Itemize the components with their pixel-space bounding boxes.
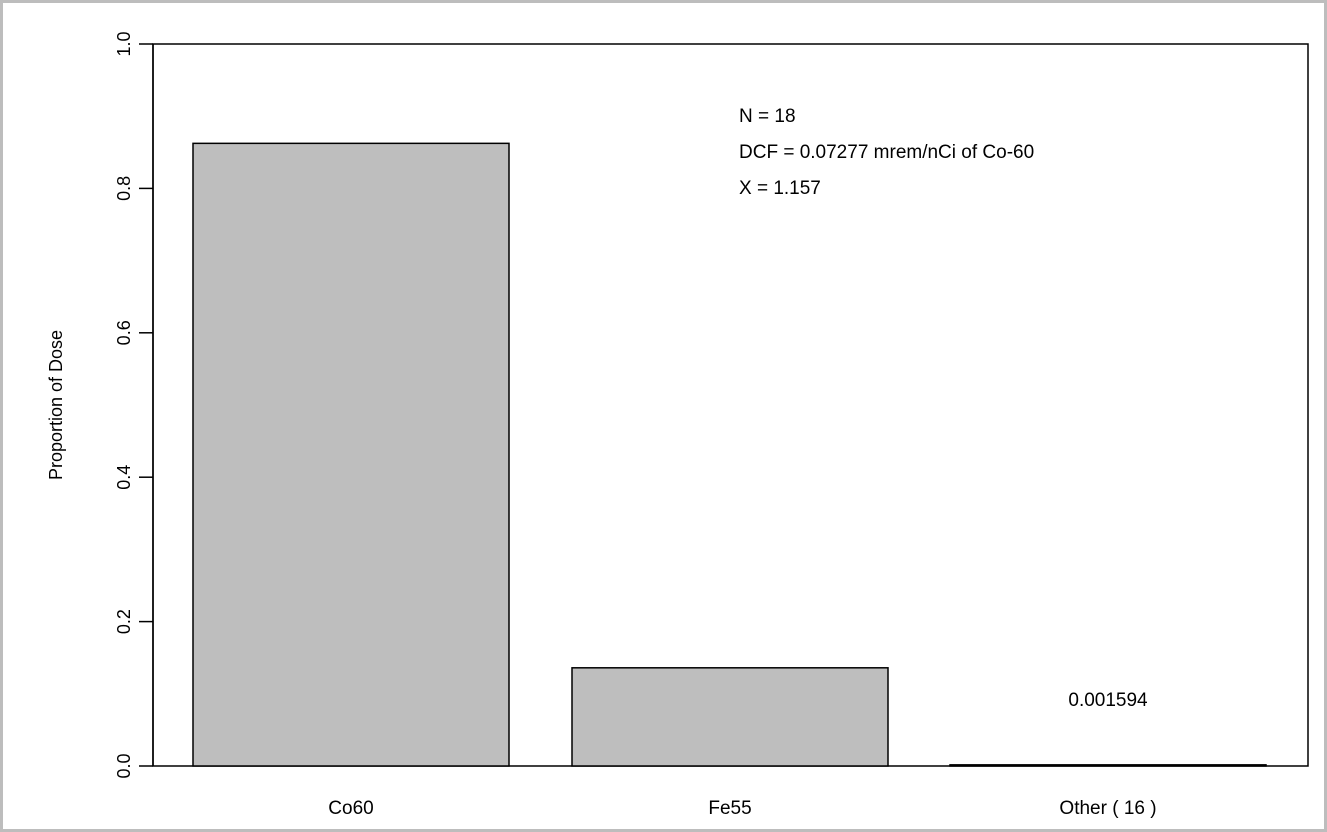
x-tick-label: Other ( 16 )	[1059, 798, 1156, 819]
y-tick-label: 1.0	[114, 31, 134, 56]
y-axis: 0.0 0.2 0.4 0.6 0.8 1.0	[114, 31, 154, 779]
annotation-x: X = 1.157	[739, 178, 821, 199]
y-tick-label: 0.6	[114, 320, 134, 345]
bar	[192, 142, 510, 767]
y-tick-label: 0.4	[114, 465, 134, 490]
x-axis-labels: Co60 Fe55 Other ( 16 )	[328, 798, 1156, 819]
annotation-n: N = 18	[739, 106, 796, 127]
annotation-dcf: DCF = 0.07277 mrem/nCi of Co-60	[739, 142, 1034, 163]
x-tick-label: Fe55	[708, 798, 751, 819]
value-labels: 0.001594	[1068, 690, 1148, 711]
x-tick-label: Co60	[328, 798, 373, 819]
bar-chart: 0.00.20.40.60.81.0 Co60 Fe55 Other ( 16 ) …	[46, 31, 1309, 819]
y-tick-label: 0.0	[114, 753, 134, 778]
y-tick-label: 0.2	[114, 609, 134, 634]
bars	[192, 142, 1267, 767]
bar	[571, 667, 889, 767]
annotation-block: N = 18 DCF = 0.07277 mrem/nCi of Co-60 X…	[739, 106, 1034, 199]
bar	[949, 764, 1267, 767]
bar-value-label: 0.001594	[1068, 690, 1148, 711]
y-axis-title: Proportion of Dose	[46, 330, 66, 480]
y-tick-label: 0.8	[114, 176, 134, 201]
